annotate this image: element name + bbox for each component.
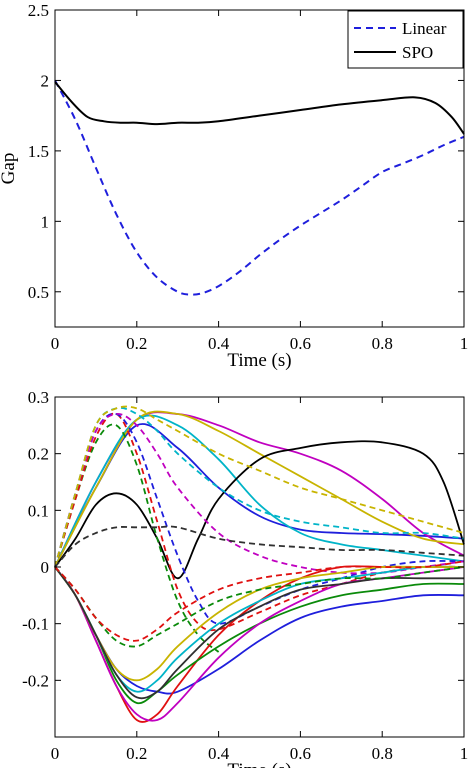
trajectory-series-8 bbox=[54, 413, 465, 575]
legend-box bbox=[347, 10, 464, 69]
gap-chart-series bbox=[54, 79, 465, 296]
trajectory-series-20 bbox=[54, 560, 465, 642]
y-tick-label: 0.3 bbox=[28, 388, 49, 407]
y-tick-label: 0.5 bbox=[28, 283, 49, 302]
trajectory-series-11 bbox=[54, 525, 465, 568]
x-tick-label: 1 bbox=[460, 334, 469, 353]
trajectory-series-16 bbox=[54, 565, 465, 693]
y-tick-label: 0 bbox=[41, 558, 50, 577]
y-tick-label: 1 bbox=[41, 212, 50, 231]
trajectory-series-9 bbox=[54, 406, 465, 568]
gap-chart-y-axis-label: Gap bbox=[0, 153, 19, 185]
trajectory-series-19 bbox=[54, 566, 465, 648]
y-tick-label: 0.2 bbox=[28, 445, 49, 464]
x-tick-label: 1 bbox=[460, 744, 469, 763]
trajectory-chart: 0 0.2 0.4 0.6 0.8 1 -0.2 -0.1 0 0.1 0.2 0.3 Time (s… bbox=[22, 388, 468, 768]
y-tick-label: -0.1 bbox=[22, 615, 49, 634]
x-tick-label: 0 bbox=[51, 334, 60, 353]
x-tick-label: 0 bbox=[51, 744, 60, 763]
trajectory-series-3 bbox=[54, 410, 465, 568]
y-tick-label: 2.5 bbox=[28, 1, 49, 20]
x-tick-label: 0.2 bbox=[126, 334, 147, 353]
legend-linear-label: Linear bbox=[402, 19, 447, 38]
gap-series-0 bbox=[54, 79, 465, 296]
trajectory-chart-series bbox=[54, 405, 465, 723]
x-tick-label: 0.8 bbox=[372, 744, 393, 763]
gap-chart: 0 0.2 0.4 0.6 0.8 1 0.5 1 1.5 2 2.5 Time (s) Gap L… bbox=[0, 1, 468, 371]
trajectory-chart-ticks: 0 0.2 0.4 0.6 0.8 1 -0.2 -0.1 0 0.1 0.2 0.3 bbox=[22, 388, 468, 763]
y-tick-label: -0.2 bbox=[22, 671, 49, 690]
x-tick-label: 0.6 bbox=[290, 744, 311, 763]
x-tick-label: 0.2 bbox=[126, 744, 147, 763]
x-tick-label: 0.8 bbox=[372, 334, 393, 353]
gap-chart-ticks: 0 0.2 0.4 0.6 0.8 1 0.5 1 1.5 2 2.5 bbox=[28, 1, 469, 353]
trajectory-chart-x-axis-label: Time (s) bbox=[227, 760, 291, 768]
y-tick-label: 0.1 bbox=[28, 501, 49, 520]
trajectory-series-10 bbox=[54, 405, 465, 568]
trajectory-series-5 bbox=[54, 423, 220, 653]
x-tick-label: 0.6 bbox=[290, 334, 311, 353]
x-tick-label: 0.4 bbox=[208, 744, 230, 763]
gap-chart-x-axis-label: Time (s) bbox=[227, 350, 291, 371]
x-tick-label: 0.4 bbox=[208, 334, 230, 353]
gap-chart-legend: Linear SPO bbox=[347, 10, 464, 69]
y-tick-label: 2 bbox=[41, 71, 50, 90]
gap-chart-frame bbox=[54, 9, 465, 328]
trajectory-series-6 bbox=[54, 412, 465, 632]
y-tick-label: 1.5 bbox=[28, 142, 49, 161]
gap-series-1 bbox=[54, 81, 465, 135]
trajectory-series-4 bbox=[54, 440, 465, 580]
legend-spo-label: SPO bbox=[402, 43, 433, 62]
